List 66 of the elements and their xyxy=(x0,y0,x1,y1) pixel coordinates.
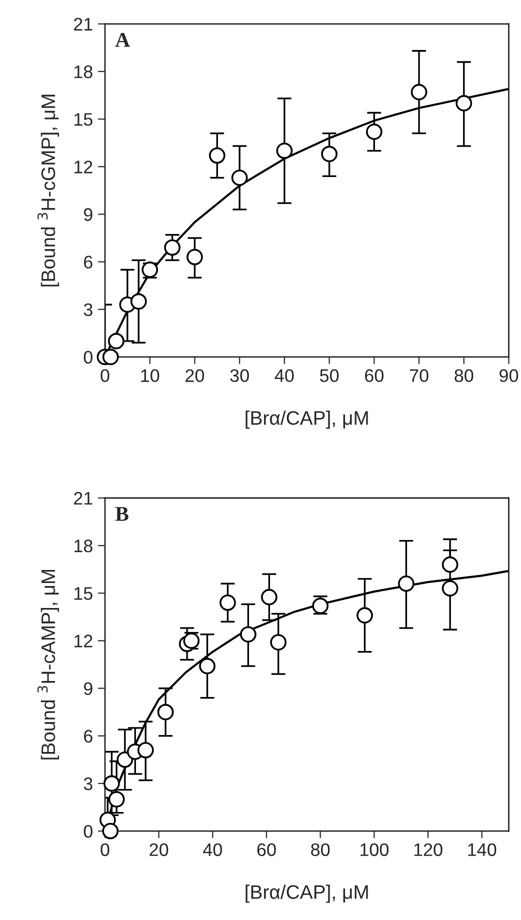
x-axis-title: [Brα/CAP], μM xyxy=(246,410,368,429)
point xyxy=(321,146,338,162)
x-tick-label: 70 xyxy=(410,369,428,382)
point xyxy=(104,775,120,792)
x-tick-label: 80 xyxy=(311,843,330,856)
y-tick-label: 18 xyxy=(74,540,92,552)
x-tick-label: 80 xyxy=(454,369,474,382)
y-tick-label: 15 xyxy=(74,587,92,600)
y-axis-title: [Bound $^{3}$H-cGMP], μM xyxy=(37,94,60,286)
point xyxy=(366,124,382,140)
x-tick-label: 0 xyxy=(100,843,110,856)
y-tick-label: 21 xyxy=(74,492,92,505)
y-tick-label: 6 xyxy=(84,730,92,743)
y-tick-label: 21 xyxy=(74,18,92,30)
point xyxy=(164,239,180,256)
y-tick-label: 18 xyxy=(74,65,92,78)
point xyxy=(260,588,278,606)
point xyxy=(410,84,428,100)
y-tick-label: 12 xyxy=(74,160,92,174)
y-tick-label: 3 xyxy=(84,303,92,316)
x-tick-label: 140 xyxy=(468,843,496,856)
point xyxy=(240,626,256,643)
point xyxy=(442,556,458,573)
y-tick-label: 3 xyxy=(84,777,92,790)
y-axis-title: [Bound $^{3}$H-cAMP], μM xyxy=(37,570,60,760)
point xyxy=(102,822,119,840)
point xyxy=(270,634,287,650)
x-tick-label: 60 xyxy=(365,369,384,382)
y-tick-label: 0 xyxy=(84,350,92,364)
point xyxy=(442,580,458,597)
point xyxy=(208,147,226,164)
chart-title: A xyxy=(115,32,130,47)
x-tick-label: 20 xyxy=(186,369,204,382)
point xyxy=(108,791,125,808)
y-tick-label: 6 xyxy=(84,256,92,269)
x-tick-label: 100 xyxy=(360,843,389,856)
point xyxy=(398,575,414,592)
point xyxy=(231,170,248,186)
x-tick-label: 30 xyxy=(230,369,249,382)
point xyxy=(102,348,119,366)
x-tick-label: 0 xyxy=(100,369,110,382)
x-tick-label: 60 xyxy=(257,843,276,856)
y-tick-label: 9 xyxy=(84,682,92,696)
x-tick-label: 120 xyxy=(414,843,442,856)
point xyxy=(456,95,472,112)
y-tick-label: 9 xyxy=(84,208,92,221)
point xyxy=(356,607,373,624)
y-tick-label: 15 xyxy=(74,113,92,126)
point xyxy=(276,142,293,159)
x-tick-label: 90 xyxy=(500,369,518,382)
point xyxy=(157,704,174,720)
point xyxy=(220,594,236,611)
chart-title: B xyxy=(115,507,128,521)
x-tick-label: 10 xyxy=(141,369,160,382)
point xyxy=(108,332,124,350)
point xyxy=(199,658,216,674)
x-tick-label: 40 xyxy=(203,843,222,856)
y-tick-label: 0 xyxy=(84,824,92,838)
x-tick-label: 20 xyxy=(150,843,168,856)
x-axis-title: [Brα/CAP], μM xyxy=(246,884,368,903)
x-tick-label: 50 xyxy=(320,369,339,382)
point xyxy=(186,248,203,266)
x-tick-label: 40 xyxy=(274,369,294,382)
point xyxy=(137,742,154,758)
point xyxy=(130,293,147,310)
y-tick-label: 12 xyxy=(74,634,92,648)
